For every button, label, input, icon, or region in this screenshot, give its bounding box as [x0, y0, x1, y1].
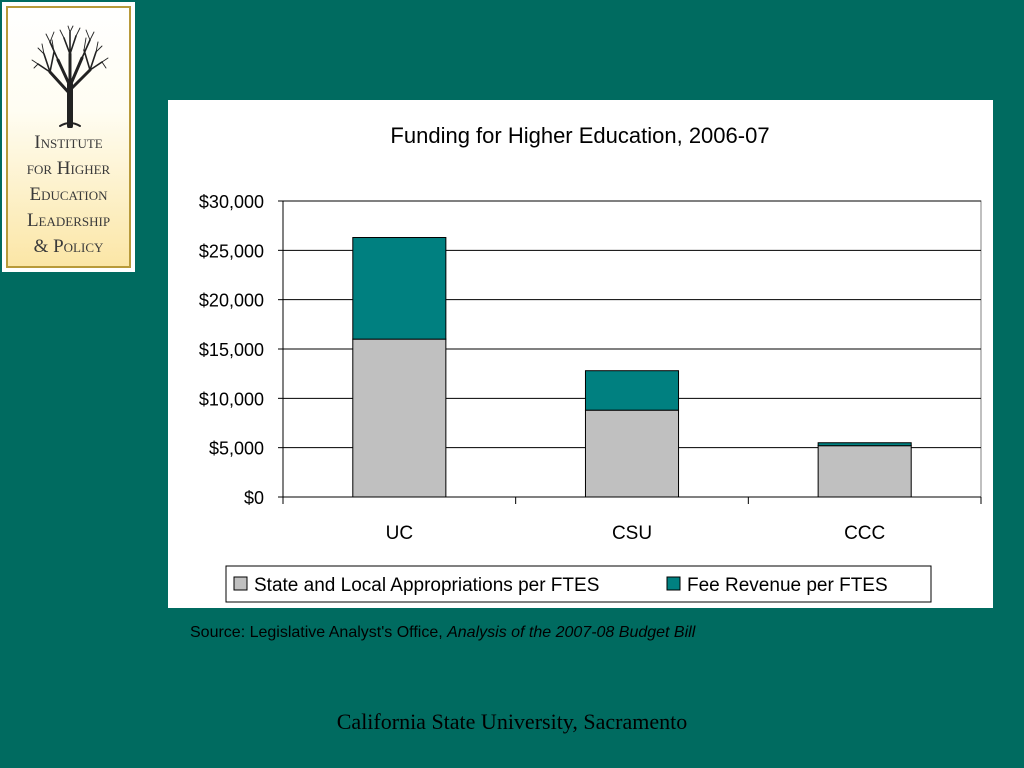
x-tick-label: UC [386, 523, 413, 544]
y-tick-label: $5,000 [209, 439, 264, 459]
bar-csu-series-1 [584, 370, 680, 411]
chart-panel: Funding for Higher Education, 2006-07 $0… [168, 100, 993, 608]
y-tick-label: $20,000 [199, 291, 264, 311]
y-tick-label: $15,000 [199, 340, 264, 360]
funding-chart: Funding for Higher Education, 2006-07 $0… [199, 123, 982, 603]
y-tick-label: $30,000 [199, 192, 264, 212]
bar-ccc-series-0 [817, 445, 912, 498]
legend-box [225, 565, 932, 603]
footer-university: California State University, Sacramento [336, 709, 688, 734]
legend-label: Fee Revenue per FTES [687, 575, 888, 596]
source-title: Analysis of the 2007-08 Budget Bill [447, 624, 696, 641]
source-note: Source: Legislative Analyst's Office, An… [190, 624, 695, 642]
legend-label: State and Local Appropriations per FTES [254, 575, 599, 596]
logo-line: Education [29, 184, 108, 205]
logo-line: Institute [34, 132, 103, 153]
logo-line: & Policy [33, 236, 104, 257]
bar-ccc-series-1 [817, 442, 912, 447]
institute-logo: Institute for Higher Education Leadershi… [2, 2, 135, 272]
x-tick-label: CCC [844, 523, 885, 544]
source-prefix: Source: Legislative Analyst's Office, [190, 624, 448, 641]
logo-line: for Higher [26, 158, 111, 179]
bar-csu-series-0 [584, 409, 680, 498]
x-tick-label: CSU [612, 523, 652, 544]
y-tick-label: $0 [244, 488, 264, 508]
bar-uc-series-0 [352, 338, 447, 498]
legend-swatch [233, 576, 248, 591]
logo-text: Institute for Higher Education Leadershi… [8, 130, 129, 260]
logo-line: Leadership [26, 210, 111, 231]
y-tick-label: $10,000 [199, 389, 264, 409]
legend-swatch [666, 576, 681, 591]
bar-uc-series-1 [352, 237, 447, 340]
y-tick-label: $25,000 [199, 241, 264, 261]
logo-frame: Institute for Higher Education Leadershi… [6, 6, 131, 268]
chart-title: Funding for Higher Education, 2006-07 [390, 123, 769, 148]
tree-icon [31, 25, 109, 128]
